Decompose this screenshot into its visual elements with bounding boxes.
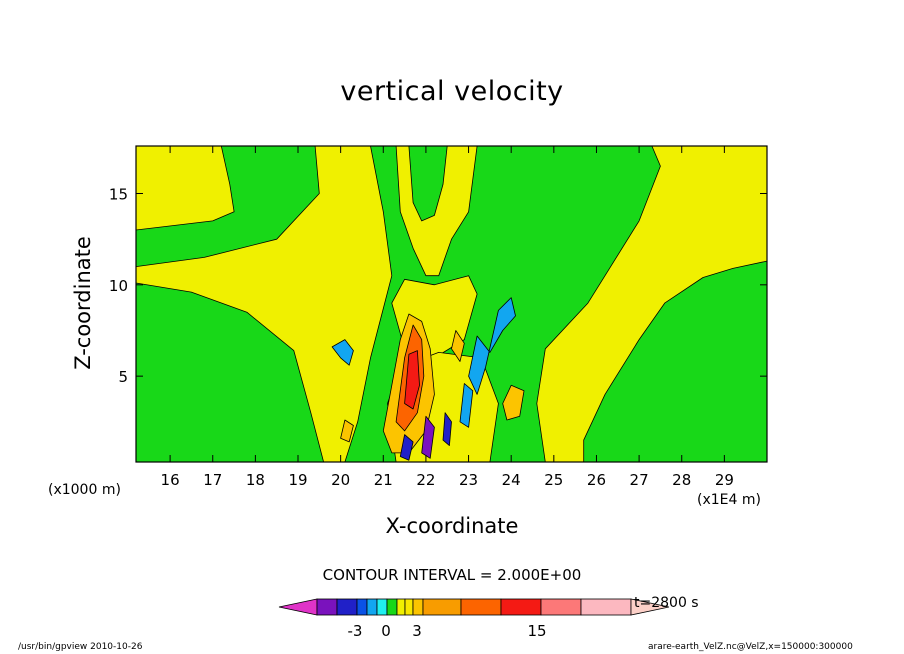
colorbar xyxy=(278,598,670,616)
x-tick-label: 24 xyxy=(502,471,521,489)
x-tick-label: 27 xyxy=(630,471,649,489)
y-tick-label: 10 xyxy=(109,277,128,295)
x-tick-label: 18 xyxy=(246,471,265,489)
contour-region xyxy=(442,412,452,447)
contour-region xyxy=(459,383,474,428)
contour-regions xyxy=(136,146,767,462)
colorbar-swatch xyxy=(460,598,502,616)
x-tick-label: 29 xyxy=(715,471,734,489)
contour-region xyxy=(136,146,235,231)
colorbar-swatch xyxy=(376,598,388,616)
x-tick-label: 26 xyxy=(587,471,606,489)
x-tick-label: 17 xyxy=(203,471,222,489)
footer-left: /usr/bin/gpview 2010-10-26 xyxy=(18,642,143,652)
contour-region xyxy=(502,384,525,421)
x-axis-label: X-coordinate xyxy=(385,514,519,538)
x-tick-label: 28 xyxy=(672,471,691,489)
colorbar-tick-label: 15 xyxy=(527,622,547,640)
colorbar-swatch xyxy=(336,598,358,616)
y-tick-label: 5 xyxy=(118,368,128,386)
contour-region xyxy=(421,415,435,459)
contour-region xyxy=(404,350,420,410)
contour-region xyxy=(399,434,414,461)
contour-interval-label: CONTOUR INTERVAL = 2.000E+00 xyxy=(322,566,582,584)
y-tick-label: 15 xyxy=(109,185,128,203)
plot-frame xyxy=(135,145,768,463)
x-tick-label: 21 xyxy=(374,471,393,489)
x-tick-label: 19 xyxy=(288,471,307,489)
contour-region xyxy=(468,297,516,395)
chart-title: vertical velocity xyxy=(340,76,564,107)
x-axis-unit: (x1E4 m) xyxy=(697,492,761,508)
footer-right: arare-earth_VelZ.nc@VelZ,x=150000:300000 xyxy=(648,642,853,652)
colorbar-swatch xyxy=(386,598,398,616)
colorbar-tick-label: 3 xyxy=(412,622,422,640)
colorbar-swatch xyxy=(366,598,378,616)
colorbar-swatch xyxy=(500,598,542,616)
colorbar-swatch xyxy=(630,598,670,616)
time-label: t=2800 s xyxy=(634,595,699,611)
colorbar-swatch xyxy=(396,598,406,616)
x-tick-label: 25 xyxy=(544,471,563,489)
contour-region xyxy=(536,146,767,462)
y-axis-label: Z-coordinate xyxy=(71,236,95,370)
contour-region xyxy=(451,330,465,362)
x-tick-label: 20 xyxy=(331,471,350,489)
colorbar-swatch xyxy=(316,598,338,616)
colorbar-tick-label: -3 xyxy=(347,622,363,640)
colorbar-swatch xyxy=(404,598,414,616)
colorbar-swatch xyxy=(422,598,462,616)
x-axis: 16 17 18 19 20 21 22 23 24 25 26 27 28 29 xyxy=(161,146,734,489)
colorbar-tick-label: 0 xyxy=(381,622,391,640)
contour-region xyxy=(340,419,354,443)
x-tick-label: 16 xyxy=(161,471,180,489)
colorbar-swatch xyxy=(278,598,318,616)
y-axis-unit: (x1000 m) xyxy=(48,482,121,498)
colorbar-swatch xyxy=(356,598,368,616)
contour-region xyxy=(136,146,393,462)
x-tick-label: 22 xyxy=(416,471,435,489)
colorbar-swatch xyxy=(580,598,632,616)
x-tick-label: 23 xyxy=(459,471,478,489)
colorbar-swatch xyxy=(540,598,582,616)
colorbar-swatch xyxy=(412,598,424,616)
y-axis: 5 10 15 xyxy=(109,185,767,386)
contour-region xyxy=(408,146,448,222)
contour-region xyxy=(331,339,354,366)
